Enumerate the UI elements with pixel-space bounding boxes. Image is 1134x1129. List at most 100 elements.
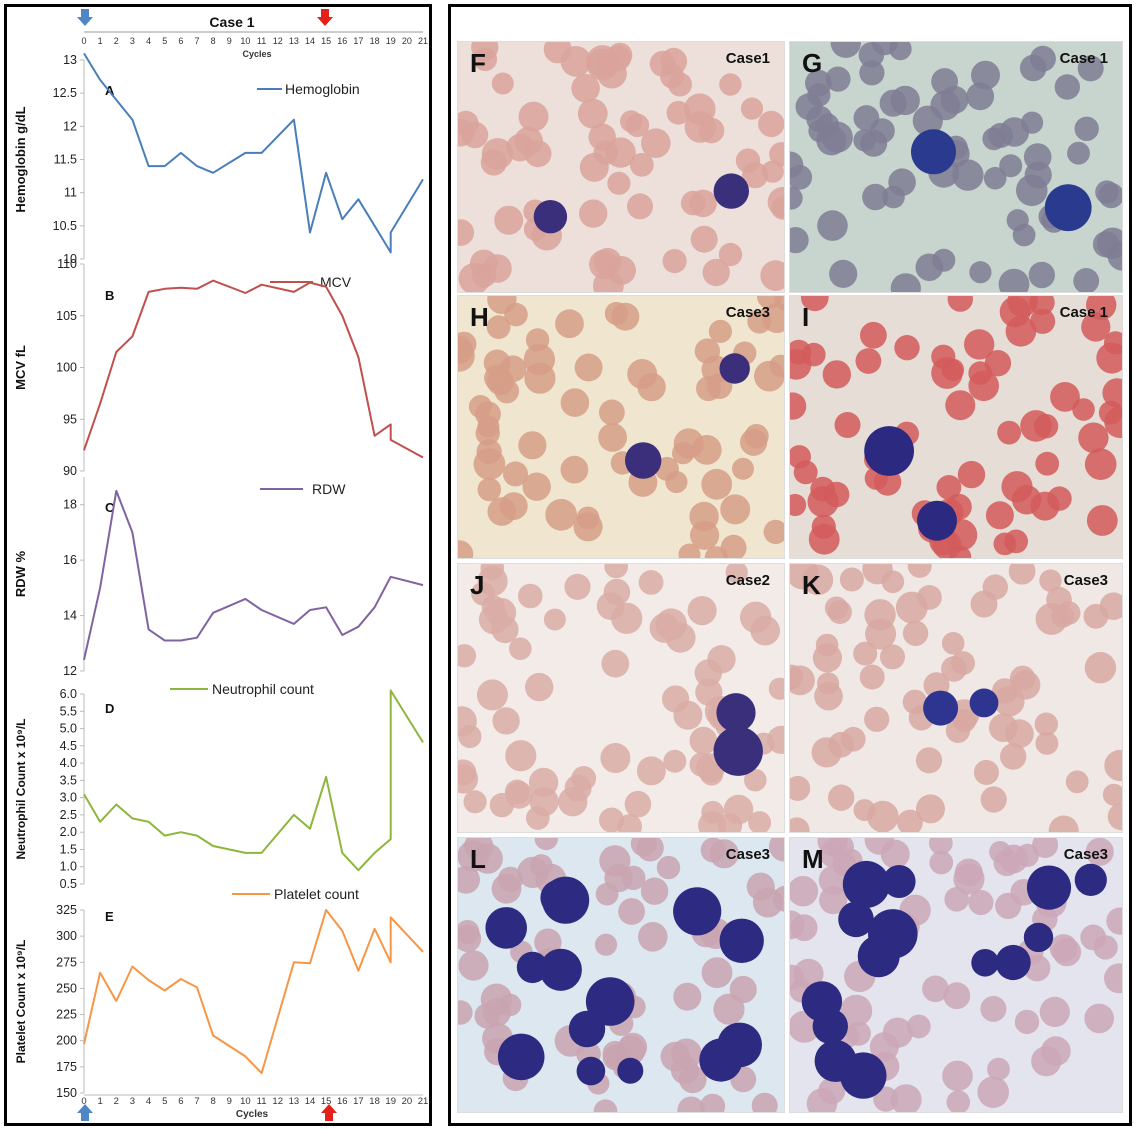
series-line-A [83, 52, 424, 254]
red-blood-cell [1047, 486, 1072, 511]
red-blood-cell [1084, 652, 1117, 684]
red-blood-cell [768, 677, 784, 700]
nucleated-cell [713, 726, 763, 776]
y-axis-title: Hemoglobin g/dL [13, 106, 28, 212]
red-blood-cell [1032, 838, 1059, 858]
red-blood-cell [574, 353, 603, 382]
red-blood-cell [830, 42, 861, 58]
red-blood-cell [790, 914, 818, 942]
top-axis-tick-label: 1 [98, 36, 103, 46]
red-blood-cell [859, 664, 885, 690]
nucleated-cell [801, 981, 843, 1022]
nucleated-cell [716, 693, 756, 733]
red-blood-cell [458, 764, 479, 794]
red-blood-cell [718, 242, 743, 267]
red-blood-cell [663, 749, 687, 773]
red-blood-cell [518, 583, 543, 609]
red-blood-cell [555, 309, 584, 339]
micrograph-panel-letter: L [470, 844, 486, 874]
red-blood-cell [701, 800, 725, 824]
red-blood-cell [618, 898, 645, 925]
red-blood-cell [458, 925, 482, 953]
red-blood-cell [579, 199, 608, 228]
red-blood-cell [611, 602, 643, 634]
top-axis-tick-label: 5 [162, 36, 167, 46]
panel-letter: B [105, 288, 114, 303]
red-blood-cell [793, 460, 818, 485]
top-axis-tick-label: 11 [257, 36, 266, 46]
red-blood-cell [505, 740, 537, 772]
red-blood-cell [941, 632, 965, 655]
red-blood-cell [1073, 268, 1100, 292]
red-blood-cell [1080, 924, 1107, 951]
red-blood-cell [499, 993, 522, 1017]
y-tick-label: 90 [63, 464, 77, 478]
end-arrow-top [317, 9, 333, 26]
red-blood-cell [1106, 907, 1122, 935]
micrograph-H: H Case3 [457, 295, 785, 559]
bottom-axis-tick-label: 2 [114, 1096, 119, 1107]
micrograph-image [790, 838, 1122, 1112]
red-blood-cell [599, 399, 625, 426]
red-blood-cell [672, 441, 695, 465]
red-blood-cell [588, 123, 616, 151]
red-blood-cell [1084, 1003, 1114, 1034]
red-blood-cell [942, 1060, 973, 1092]
red-blood-cell [1102, 378, 1122, 408]
red-blood-cell [931, 68, 958, 95]
red-blood-cell [941, 656, 967, 682]
red-blood-cell [1104, 963, 1122, 994]
top-axis-tick-label: 6 [178, 36, 183, 46]
nucleated-cell [1074, 863, 1107, 896]
top-axis-tick-label: 17 [353, 36, 363, 46]
start-arrow-top [77, 9, 93, 26]
red-blood-cell [860, 321, 887, 349]
red-blood-cell [930, 90, 961, 121]
y-tick-label: 110 [57, 257, 77, 271]
bottom-axis-tick-label: 15 [321, 1096, 332, 1107]
nucleated-cell [497, 1033, 545, 1081]
red-blood-cell [917, 585, 942, 610]
red-blood-cell [458, 1000, 473, 1025]
red-blood-cell [985, 501, 1014, 530]
red-blood-cell [943, 982, 971, 1010]
legend-label: Neutrophil count [212, 681, 314, 697]
bottom-axis-tick-label: 3 [130, 1096, 135, 1107]
y-tick-label: 11 [64, 186, 77, 200]
nucleated-cell [585, 977, 635, 1026]
red-blood-cell [458, 644, 477, 668]
red-blood-cell [980, 786, 1007, 813]
y-tick-label: 100 [56, 361, 77, 375]
micrograph-case-label: Case3 [1063, 846, 1108, 863]
red-blood-cell [790, 392, 807, 420]
nucleated-cell [719, 918, 764, 963]
red-blood-cell [795, 93, 823, 121]
red-blood-cell [987, 1057, 1010, 1081]
red-blood-cell [825, 66, 851, 92]
red-blood-cell [946, 1090, 971, 1112]
red-blood-cell [834, 412, 861, 438]
chart-panel-A: 10 10.5 11 11.5 12 12.5 13 Hemoglobin g/dL A Hemo… [13, 52, 424, 266]
red-blood-cell [824, 481, 850, 508]
y-tick-label: 200 [56, 1034, 77, 1048]
y-tick-label: 12.5 [53, 86, 77, 100]
red-blood-cell [560, 388, 590, 417]
bottom-axis-tick-label: 1 [97, 1096, 102, 1107]
nucleated-cell [969, 688, 999, 718]
red-blood-cell [1034, 712, 1058, 736]
red-blood-cell [839, 567, 864, 592]
red-blood-cell [790, 151, 804, 179]
micrograph-image [458, 42, 784, 292]
red-blood-cell [461, 121, 489, 149]
red-blood-cell [980, 995, 1007, 1022]
red-blood-cell [484, 364, 511, 392]
bottom-axis-tick-label: 9 [227, 1096, 232, 1107]
y-tick-label: 12 [63, 119, 77, 133]
red-blood-cell [769, 354, 784, 378]
red-blood-cell [607, 171, 631, 195]
red-blood-cell [624, 790, 652, 818]
red-blood-cell [638, 570, 664, 595]
y-axis-title: MCV fL [13, 345, 28, 390]
red-blood-cell [983, 166, 1007, 190]
red-blood-cell [790, 876, 819, 907]
